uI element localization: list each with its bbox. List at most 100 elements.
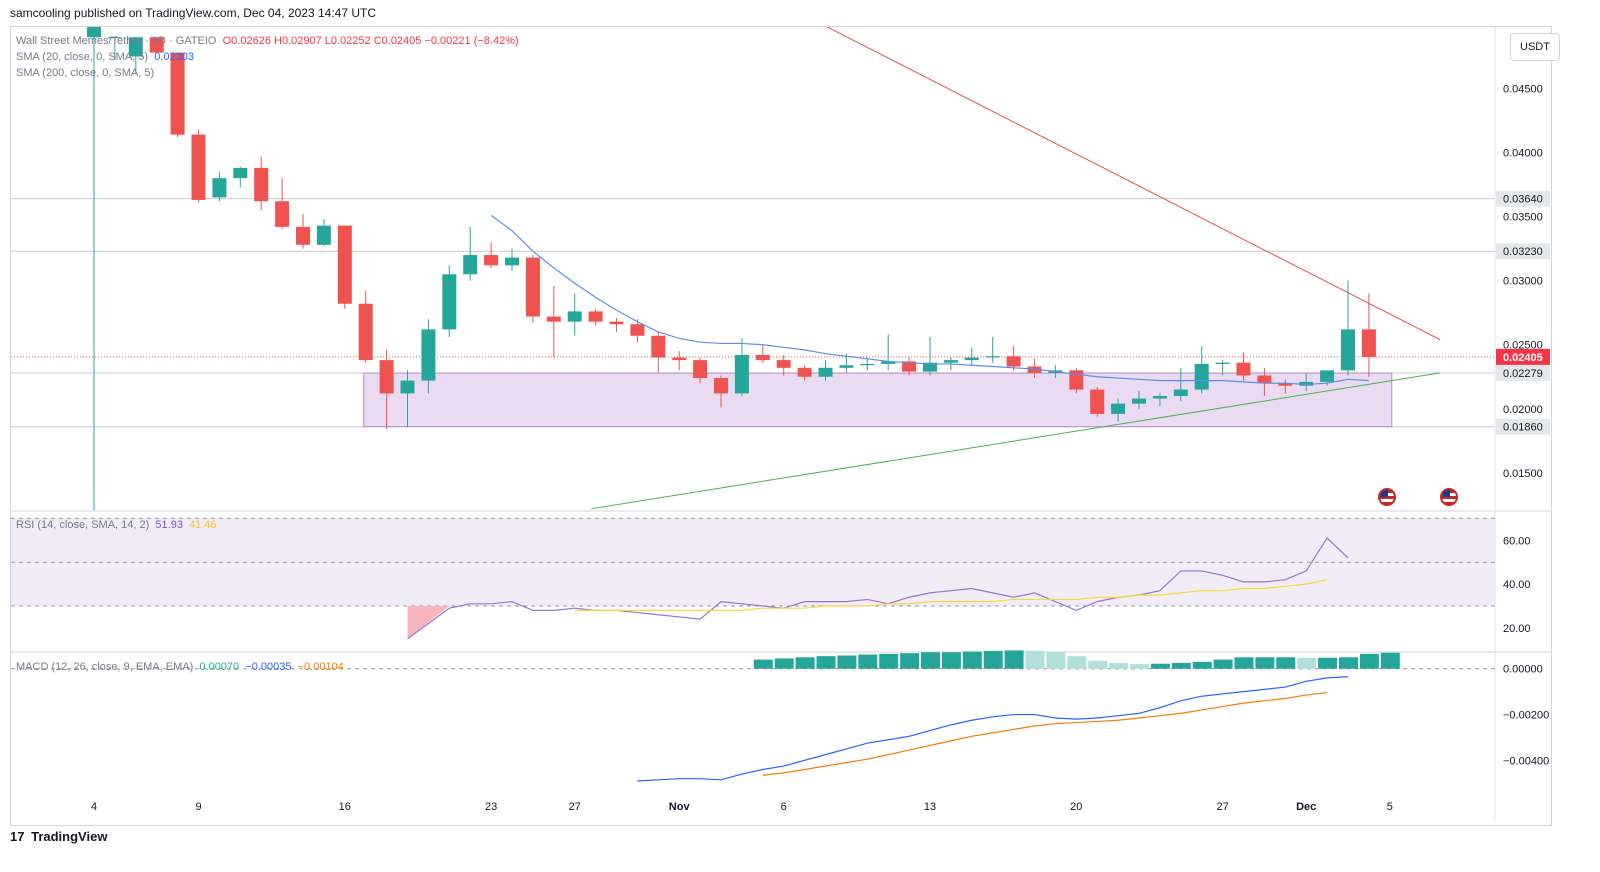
candle-body bbox=[191, 134, 206, 200]
candle-body bbox=[170, 52, 185, 135]
candle-body bbox=[275, 201, 290, 227]
macd-histogram-bar bbox=[816, 656, 836, 669]
macd-histogram-bar bbox=[1213, 659, 1233, 669]
candle-body bbox=[1257, 375, 1272, 384]
rsi-label: RSI (14, close, SMA, 14, 2) bbox=[16, 519, 150, 531]
candle-body bbox=[1027, 366, 1042, 373]
time-tick-label: 16 bbox=[339, 801, 351, 813]
tradingview-brand[interactable]: 17 TradingView bbox=[10, 829, 107, 844]
price-tick-label: 0.02500 bbox=[1503, 340, 1543, 352]
candle-body bbox=[463, 255, 478, 275]
candle-body bbox=[358, 303, 373, 361]
macd-histogram-bar bbox=[962, 651, 982, 669]
macd-legend[interactable]: MACD (12, 26, close, 9, EMA, EMA) 0.0007… bbox=[16, 661, 344, 673]
candle-body bbox=[985, 356, 1000, 358]
symbol-name[interactable]: Wall Street Memes/Tether · 1D · GATEIO bbox=[16, 35, 217, 47]
macd-histogram-bar bbox=[858, 654, 878, 669]
candle-body bbox=[87, 27, 101, 38]
level-label: 0.03230 bbox=[1503, 246, 1543, 258]
price-tick-label: 0.03000 bbox=[1503, 276, 1543, 288]
candle-body bbox=[923, 362, 937, 372]
candle-body bbox=[149, 37, 164, 53]
rsi-band bbox=[11, 518, 1495, 606]
ohlc-values: O0.02626 H0.02907 L0.02252 C0.02405 −0.0… bbox=[222, 35, 519, 47]
macd-histogram-bar bbox=[1150, 663, 1170, 669]
macd-histogram-bar bbox=[1318, 657, 1338, 669]
macd-histogram-bar bbox=[1109, 663, 1129, 669]
sma200-label: SMA (200, close, 0, SMA, 5) bbox=[16, 67, 155, 79]
macd-histogram-bar bbox=[1067, 656, 1087, 669]
sma200-legend[interactable]: SMA (200, close, 0, SMA, 5) bbox=[16, 67, 154, 79]
macd-histogram-bar bbox=[1130, 664, 1149, 669]
candle-body bbox=[1299, 381, 1314, 386]
candle-body bbox=[233, 167, 248, 179]
price-pane bbox=[11, 27, 1495, 510]
candle-body bbox=[1320, 370, 1335, 382]
candle-body bbox=[734, 354, 749, 394]
level-label: 0.01860 bbox=[1503, 422, 1543, 434]
price-tick-label: 0.01500 bbox=[1503, 468, 1543, 480]
tradingview-logo-icon: 17 bbox=[10, 829, 25, 844]
candle-body bbox=[588, 311, 603, 322]
macd-histogram-bar bbox=[774, 658, 794, 669]
sma20-legend[interactable]: SMA (20, close, 0, SMA, 5) 0.02303 bbox=[16, 51, 194, 63]
candle-body bbox=[567, 311, 582, 322]
sma20-value: 0.02303 bbox=[154, 51, 194, 63]
price-tick-label: 0.02000 bbox=[1503, 404, 1543, 416]
candle-body bbox=[1215, 362, 1230, 364]
candle-body bbox=[337, 225, 352, 304]
macd-line-value: −0.00035 bbox=[245, 661, 292, 673]
symbol-legend: Wall Street Memes/Tether · 1D · GATEIO O… bbox=[16, 35, 519, 47]
rsi-tick-label: 40.00 bbox=[1503, 579, 1531, 591]
publisher-caption: samcooling published on TradingView.com,… bbox=[10, 6, 376, 20]
candle-body bbox=[546, 316, 561, 322]
time-tick-label: Nov bbox=[669, 801, 691, 813]
us-flag-event-icon[interactable] bbox=[1440, 488, 1458, 506]
macd-histogram-bar bbox=[1004, 650, 1024, 669]
rsi-legend[interactable]: RSI (14, close, SMA, 14, 2) 51.93 41.46 bbox=[16, 519, 217, 531]
candle-body bbox=[1006, 356, 1021, 367]
time-tick-label: 23 bbox=[485, 801, 497, 813]
time-tick-label: Dec bbox=[1296, 801, 1316, 813]
candle-body bbox=[400, 380, 415, 394]
candle-body bbox=[1341, 329, 1355, 371]
macd-histogram-bar bbox=[753, 659, 773, 669]
us-flag-event-icon[interactable] bbox=[1378, 488, 1396, 506]
macd-histogram-bar bbox=[1234, 657, 1254, 669]
time-tick-label: 6 bbox=[781, 801, 787, 813]
price-tick-label: 0.04000 bbox=[1503, 148, 1543, 160]
rsi-tick-label: 60.00 bbox=[1503, 535, 1531, 547]
macd-signal-value: −0.00104 bbox=[297, 661, 344, 673]
macd-line bbox=[637, 676, 1349, 782]
candle-body bbox=[296, 226, 310, 245]
currency-selector[interactable]: USDT bbox=[1510, 33, 1560, 61]
macd-histogram-bar bbox=[1255, 657, 1275, 669]
macd-tick-label: −0.00200 bbox=[1503, 710, 1549, 722]
time-tick-label: 27 bbox=[1216, 801, 1228, 813]
macd-histogram-bar bbox=[1297, 657, 1317, 669]
candle-body bbox=[672, 357, 687, 361]
rsi-ma-value: 41.46 bbox=[189, 519, 217, 531]
last-price-label-bg bbox=[1496, 348, 1550, 365]
candle-body bbox=[902, 361, 917, 372]
level-label: 0.03640 bbox=[1503, 194, 1543, 206]
candle-body bbox=[254, 167, 269, 202]
candle-body bbox=[1132, 398, 1146, 404]
candle-body bbox=[1194, 363, 1209, 390]
macd-histogram-bar bbox=[1359, 653, 1379, 669]
rsi-value: 51.93 bbox=[155, 519, 183, 531]
macd-histogram-bar bbox=[879, 653, 899, 669]
price-tick-label: 0.04500 bbox=[1503, 83, 1543, 95]
macd-histogram-bar bbox=[795, 657, 815, 669]
candle-body bbox=[379, 360, 394, 394]
macd-label: MACD (12, 26, close, 9, EMA, EMA) bbox=[16, 661, 194, 673]
macd-histogram-bar bbox=[900, 653, 920, 669]
macd-histogram-bar bbox=[1046, 651, 1066, 669]
sma20-line bbox=[490, 214, 1369, 386]
resistance-trendline bbox=[826, 27, 1441, 341]
candle-body bbox=[1236, 362, 1251, 376]
candle-body bbox=[797, 367, 812, 377]
macd-hist-value: 0.00070 bbox=[199, 661, 240, 673]
candle-body bbox=[714, 378, 728, 394]
